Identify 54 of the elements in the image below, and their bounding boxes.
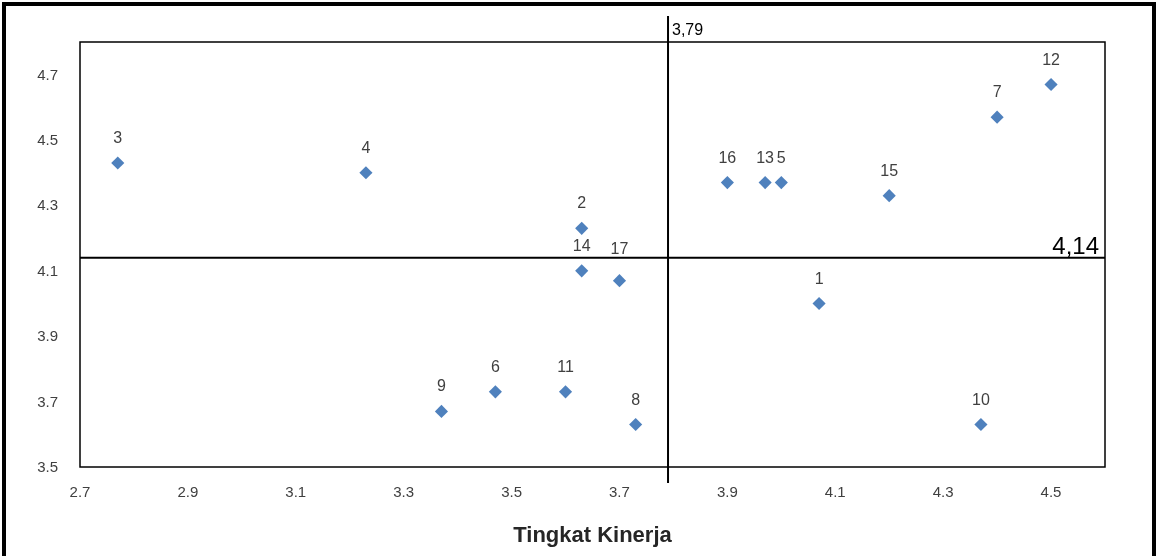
x-axis-title: Tingkat Kinerja [513,522,673,547]
point [612,274,627,288]
x-tick-label: 3.7 [609,483,630,500]
annotation: 12 [1042,50,1061,68]
y-tick-label: 4.1 [37,261,58,279]
x-tick-label: 4.1 [824,483,846,500]
point [629,417,643,432]
annotation: 2 [577,194,587,212]
point [558,385,573,399]
x-tick-label: 3.5 [501,483,523,500]
annotation: 10 [972,390,990,408]
annotation: 3 [113,128,123,146]
annotation: 11 [557,357,574,375]
x-tick-label: 3.3 [393,483,415,500]
point [359,166,373,180]
annotation: 15 [880,161,899,179]
y-tick-label: 3.9 [37,327,58,345]
point [488,385,502,399]
annotation: 14 [572,236,591,254]
annotation: 9 [436,377,446,395]
y-tick-label: 3.7 [37,392,58,410]
annotation: 6 [490,357,500,375]
x-tick-label: 4.5 [1040,483,1062,500]
point [720,176,734,190]
annotation: 8 [631,390,641,408]
annotation: 7 [992,83,1002,101]
annotation: 13 [756,148,775,166]
point [575,264,589,278]
point [758,176,772,190]
ref-line-label: 4,14 [1052,231,1099,259]
annotation: 5 [776,148,786,166]
point [434,404,449,418]
annotation: 1 [814,269,824,287]
ref-line-label: 3,79 [672,21,704,38]
x-tick-label: 2.7 [69,483,91,500]
x-tick-label: 4.3 [932,483,954,500]
annotation: 16 [718,148,737,166]
point [575,221,589,235]
y-tick-label: 3.5 [37,458,58,475]
point [1044,77,1058,92]
y-tick-label: 4.3 [37,196,58,214]
annotation: 4 [361,138,371,156]
y-tick-label: 4.7 [37,65,58,83]
x-tick-label: 2.9 [177,483,199,500]
point [974,417,988,432]
annotation: 17 [610,239,629,257]
point [882,189,896,203]
x-tick-label: 3.9 [716,483,738,500]
x-tick-label: 3.1 [285,483,307,500]
point [774,176,788,190]
point [111,156,125,170]
point [990,110,1004,124]
point [812,296,826,311]
y-tick-label: 4.5 [37,131,58,149]
